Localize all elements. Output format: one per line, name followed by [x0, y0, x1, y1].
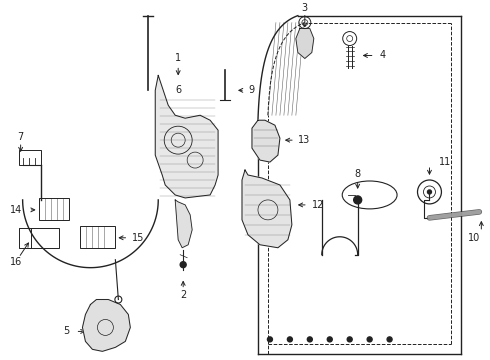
- Polygon shape: [252, 120, 280, 162]
- Circle shape: [354, 196, 362, 204]
- Polygon shape: [175, 200, 192, 248]
- Bar: [30, 228, 58, 248]
- Polygon shape: [242, 170, 292, 248]
- Text: 5: 5: [63, 327, 70, 336]
- Circle shape: [287, 337, 293, 342]
- Text: 10: 10: [468, 233, 481, 243]
- Text: 1: 1: [175, 54, 181, 63]
- Text: 12: 12: [312, 200, 324, 210]
- Circle shape: [307, 337, 312, 342]
- Text: 7: 7: [18, 132, 24, 142]
- Text: 11: 11: [440, 157, 452, 167]
- Polygon shape: [296, 28, 314, 58]
- Circle shape: [387, 337, 392, 342]
- Circle shape: [367, 337, 372, 342]
- Polygon shape: [82, 300, 130, 351]
- Circle shape: [427, 190, 432, 194]
- Text: 6: 6: [175, 85, 181, 95]
- Bar: [39, 198, 69, 220]
- Text: 3: 3: [302, 3, 308, 13]
- Text: 16: 16: [9, 257, 22, 267]
- Circle shape: [347, 337, 352, 342]
- Text: 4: 4: [380, 50, 386, 60]
- Text: 13: 13: [298, 135, 310, 145]
- Circle shape: [327, 337, 332, 342]
- Bar: [80, 226, 115, 248]
- Text: 15: 15: [132, 233, 145, 243]
- Bar: [19, 150, 41, 165]
- Polygon shape: [155, 75, 218, 198]
- Circle shape: [268, 337, 272, 342]
- Text: 14: 14: [10, 205, 23, 215]
- Text: 2: 2: [180, 289, 186, 300]
- Text: 8: 8: [355, 169, 361, 179]
- Text: 9: 9: [248, 85, 254, 95]
- Circle shape: [180, 262, 186, 268]
